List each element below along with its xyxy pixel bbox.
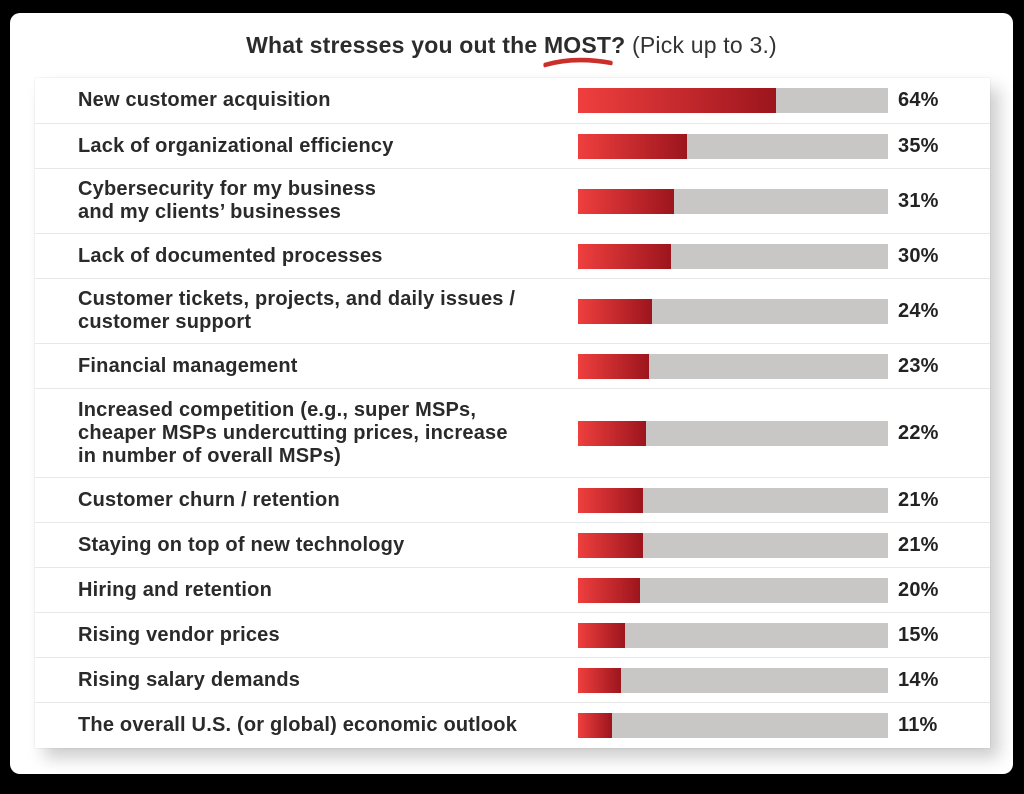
value-label: 20%: [898, 578, 939, 601]
category-label: Increased competition (e.g., super MSPs,…: [78, 398, 508, 467]
chart-row: Customer churn / retention 21%: [35, 477, 990, 522]
bar-fill: [578, 622, 625, 648]
bar-track: [578, 667, 888, 693]
title-emphasis: MOST?: [543, 32, 626, 68]
bar-fill: [578, 298, 653, 324]
bar-track: [578, 487, 888, 513]
bar-track: [578, 577, 888, 603]
title-prefix: What stresses you out the: [246, 32, 538, 58]
bar-track: [578, 353, 888, 379]
value-label: 21%: [898, 488, 939, 511]
chart-card: New customer acquisition 64% Lack of org…: [35, 78, 990, 748]
value-label: 14%: [898, 668, 939, 691]
bar-fill: [578, 420, 647, 446]
category-label: Cybersecurity for my business and my clie…: [78, 178, 377, 223]
value-label: 21%: [898, 533, 939, 556]
chart-row: Rising vendor prices 15%: [35, 612, 990, 657]
chart-row: The overall U.S. (or global) economic ou…: [35, 702, 990, 748]
category-label: New customer acquisition: [78, 89, 331, 111]
category-label: Rising salary demands: [78, 668, 301, 691]
value-label: 31%: [898, 189, 939, 212]
value-label: 64%: [898, 89, 939, 111]
bar-fill: [578, 667, 622, 693]
value-label: 11%: [898, 714, 938, 736]
bar-fill: [578, 88, 777, 113]
category-label: Staying on top of new technology: [78, 533, 405, 556]
bar-track: [578, 713, 888, 738]
category-label: The overall U.S. (or global) economic ou…: [78, 714, 518, 736]
chart-row: Hiring and retention 20%: [35, 567, 990, 612]
chart-row: Cybersecurity for my business and my clie…: [35, 168, 990, 233]
bar-fill: [578, 243, 671, 269]
value-label: 23%: [898, 354, 939, 377]
bar-track: [578, 188, 888, 214]
value-label: 24%: [898, 299, 939, 322]
chart-row: Increased competition (e.g., super MSPs,…: [35, 388, 990, 477]
category-label: Financial management: [78, 354, 298, 377]
bar-fill: [578, 353, 650, 379]
chart-row: Lack of organizational efficiency 35%: [35, 123, 990, 168]
bar-fill: [578, 133, 687, 159]
bar-fill: [578, 188, 675, 214]
bar-fill: [578, 577, 640, 603]
chart-row: Rising salary demands 14%: [35, 657, 990, 702]
bar-fill: [578, 713, 613, 738]
category-label: Lack of documented processes: [78, 244, 383, 267]
value-label: 15%: [898, 623, 939, 646]
chart-title: What stresses you out the MOST? (Pick up…: [10, 32, 1013, 68]
title-emphasis-text: MOST?: [543, 32, 626, 58]
chart-row: Customer tickets, projects, and daily is…: [35, 278, 990, 343]
chart-row: Financial management 23%: [35, 343, 990, 388]
chart-row: Lack of documented processes 30%: [35, 233, 990, 278]
value-label: 30%: [898, 244, 939, 267]
category-label: Customer churn / retention: [78, 488, 340, 511]
bar-track: [578, 622, 888, 648]
bar-track: [578, 420, 888, 446]
infographic-page: What stresses you out the MOST? (Pick up…: [10, 13, 1013, 774]
category-label: Customer tickets, projects, and daily is…: [78, 288, 516, 333]
chart-row: Staying on top of new technology 21%: [35, 522, 990, 567]
bar-track: [578, 298, 888, 324]
red-underline-icon: [543, 57, 613, 68]
bar-track: [578, 133, 888, 159]
title-suffix: (Pick up to 3.): [632, 32, 777, 58]
bar-fill: [578, 487, 644, 513]
chart-row: New customer acquisition 64%: [35, 78, 990, 123]
category-label: Rising vendor prices: [78, 623, 280, 646]
bar-track: [578, 243, 888, 269]
value-label: 22%: [898, 421, 939, 444]
category-label: Lack of organizational efficiency: [78, 134, 394, 157]
bar-track: [578, 532, 888, 558]
bar-fill: [578, 532, 644, 558]
bar-track: [578, 88, 888, 113]
value-label: 35%: [898, 134, 939, 157]
category-label: Hiring and retention: [78, 578, 272, 601]
